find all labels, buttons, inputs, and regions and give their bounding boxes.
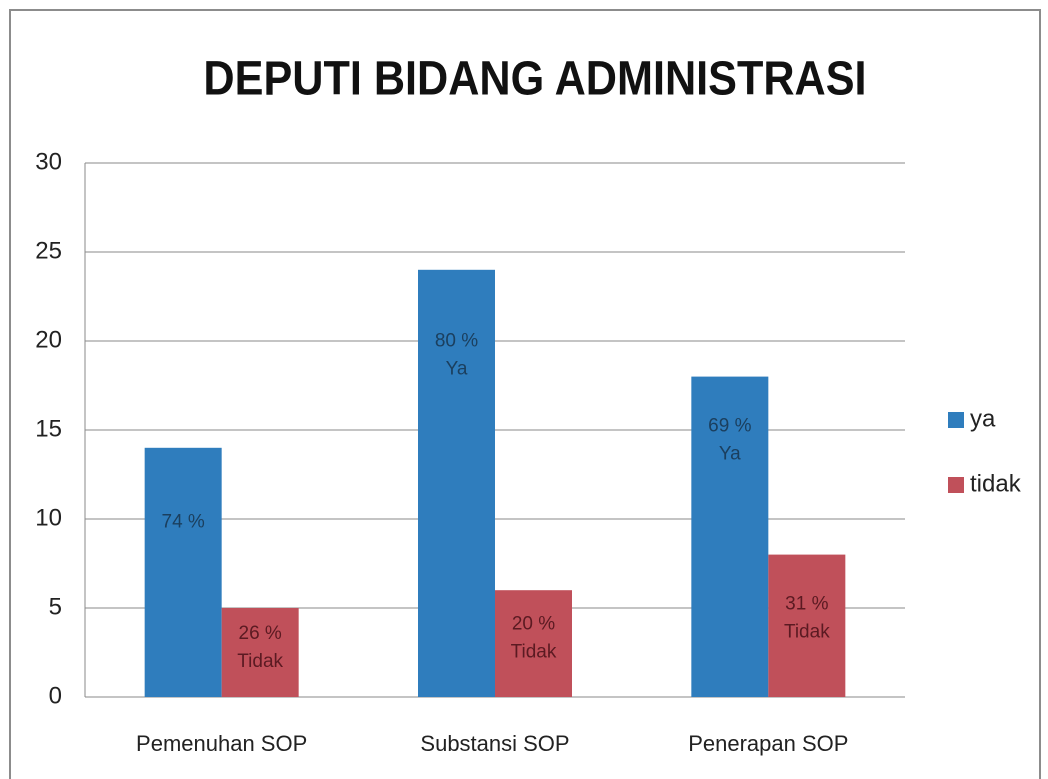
- bar-annotation: Ya: [719, 444, 741, 465]
- bar: [691, 376, 769, 697]
- bar-annotation: 20 %: [512, 613, 555, 634]
- x-tick-label: Substansi SOP: [420, 731, 569, 756]
- y-tick-label: 10: [35, 504, 62, 531]
- bar: [221, 608, 299, 697]
- y-tick-label: 5: [49, 593, 62, 620]
- bar-annotation: Tidak: [784, 622, 830, 643]
- bar: [418, 269, 495, 697]
- legend-swatch: [948, 412, 964, 428]
- legend-label: tidak: [970, 470, 1022, 497]
- chart-title: DEPUTI BIDANG ADMINISTRASI: [203, 52, 866, 106]
- bar-annotation: Ya: [446, 358, 468, 379]
- legend-swatch: [948, 477, 964, 493]
- bar-annotation: 69 %: [708, 416, 751, 437]
- bar-annotation: Tidak: [237, 651, 283, 672]
- bar: [144, 447, 222, 697]
- y-tick-label: 30: [35, 148, 62, 175]
- bar-annotation: Tidak: [511, 641, 557, 662]
- y-tick-label: 15: [35, 415, 62, 442]
- y-tick-label: 20: [35, 326, 62, 353]
- bar-annotation: 31 %: [785, 594, 828, 615]
- y-tick-label: 0: [49, 682, 62, 709]
- x-tick-label: Pemenuhan SOP: [136, 731, 307, 756]
- legend-label: ya: [970, 405, 996, 432]
- bar-annotation: 74 %: [162, 512, 205, 533]
- x-tick-label: Penerapan SOP: [688, 731, 848, 756]
- bar: [768, 554, 846, 697]
- bar: [495, 590, 572, 697]
- bar-annotation: 26 %: [239, 623, 282, 644]
- bar-annotation: 80 %: [435, 330, 478, 351]
- y-tick-label: 25: [35, 237, 62, 264]
